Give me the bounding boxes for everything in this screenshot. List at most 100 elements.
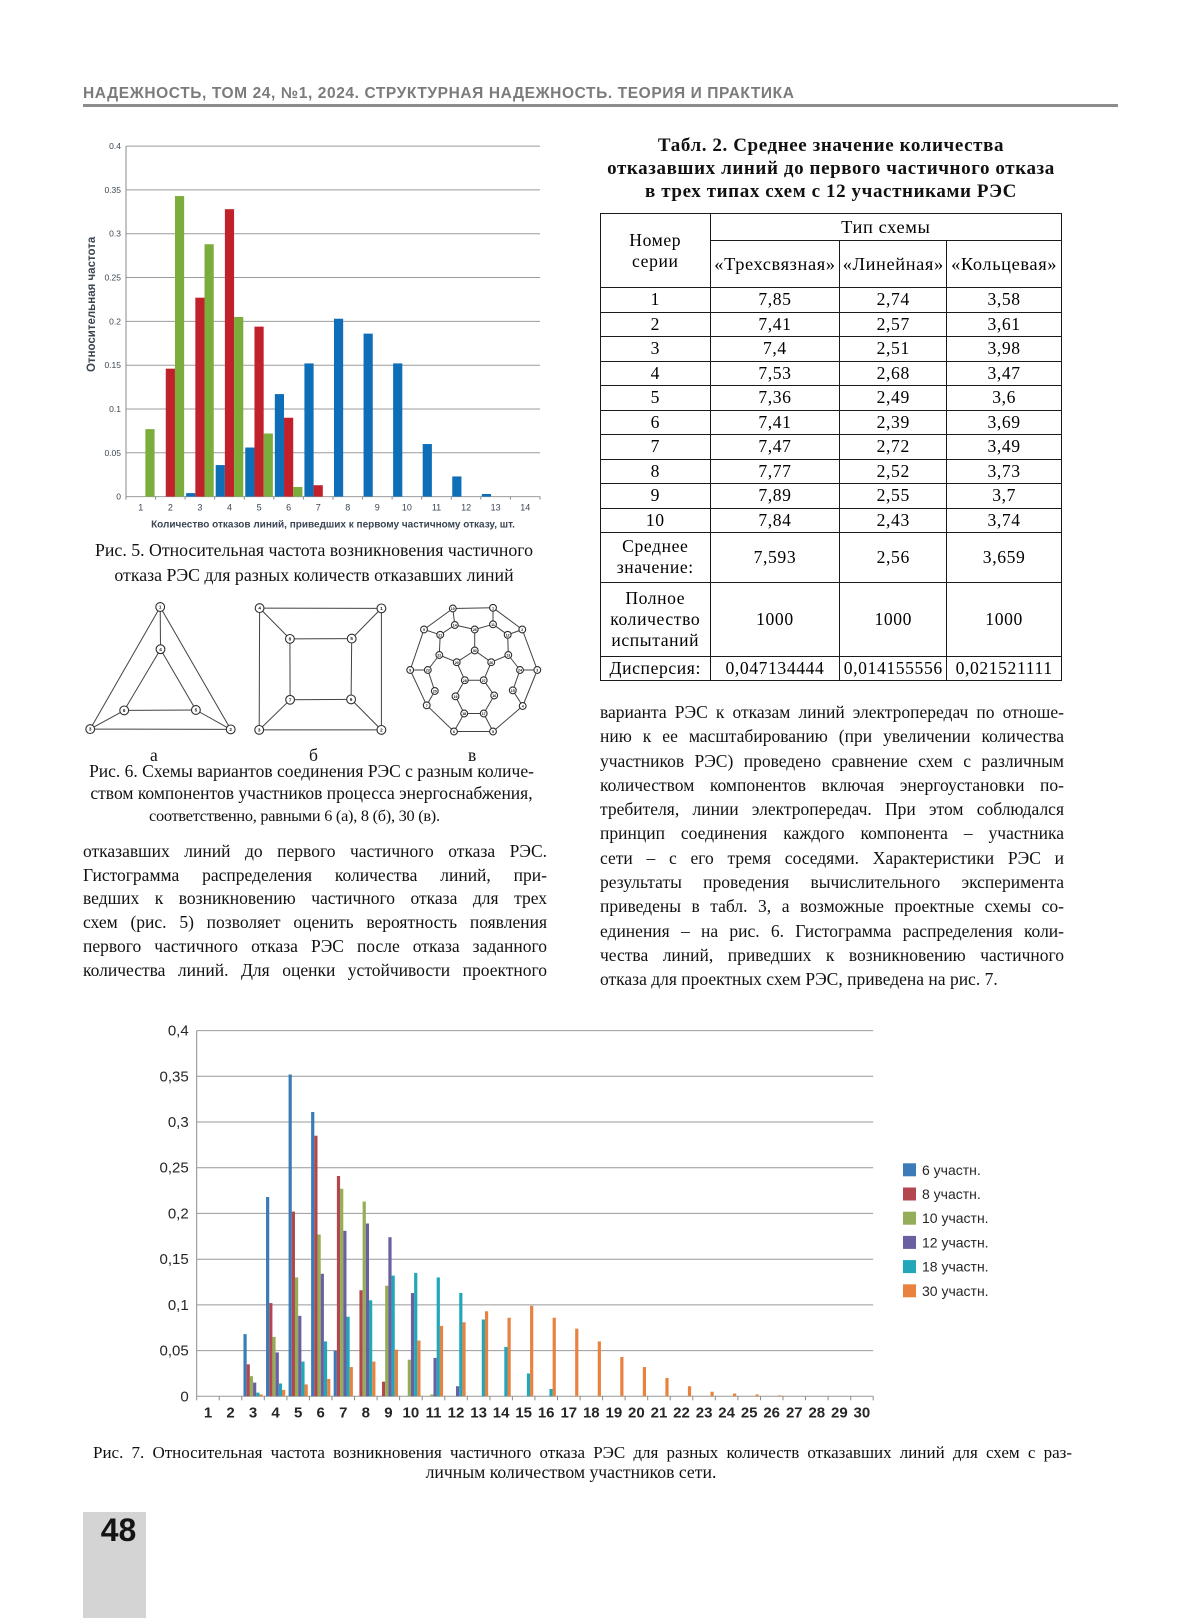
svg-text:1: 1 <box>138 503 143 513</box>
svg-text:30: 30 <box>473 649 477 653</box>
svg-text:0.05: 0.05 <box>104 448 121 458</box>
svg-text:0,15: 0,15 <box>159 1251 188 1268</box>
svg-text:0: 0 <box>180 1388 188 1405</box>
svg-text:12: 12 <box>448 1404 465 1421</box>
svg-text:5: 5 <box>294 1404 302 1421</box>
svg-text:3: 3 <box>536 669 538 673</box>
svg-text:1: 1 <box>159 605 162 610</box>
svg-text:7: 7 <box>426 704 428 708</box>
svg-text:2: 2 <box>226 1404 234 1421</box>
svg-text:14: 14 <box>453 624 457 628</box>
svg-text:30: 30 <box>854 1404 871 1421</box>
svg-text:0.15: 0.15 <box>104 360 121 370</box>
svg-text:7: 7 <box>289 697 292 702</box>
svg-text:7: 7 <box>316 503 321 513</box>
svg-text:14: 14 <box>520 503 530 513</box>
svg-text:23: 23 <box>696 1404 713 1421</box>
svg-text:1: 1 <box>204 1404 212 1421</box>
svg-text:8: 8 <box>409 669 411 673</box>
svg-text:1: 1 <box>380 606 383 611</box>
svg-text:19: 19 <box>606 1404 623 1421</box>
svg-text:2: 2 <box>521 628 523 632</box>
svg-text:4: 4 <box>159 647 162 652</box>
svg-text:5: 5 <box>257 503 262 513</box>
svg-text:9: 9 <box>375 503 380 513</box>
svg-text:4: 4 <box>227 503 232 513</box>
svg-text:8: 8 <box>345 503 350 513</box>
svg-text:0,25: 0,25 <box>159 1160 188 1177</box>
svg-text:13: 13 <box>506 654 510 658</box>
svg-text:18: 18 <box>462 712 466 716</box>
svg-text:17: 17 <box>482 712 486 716</box>
svg-text:0,2: 0,2 <box>168 1205 189 1222</box>
svg-text:0.2: 0.2 <box>109 316 121 326</box>
svg-text:10: 10 <box>402 503 412 513</box>
svg-text:20: 20 <box>433 690 437 694</box>
svg-text:29: 29 <box>831 1404 848 1421</box>
svg-text:0,35: 0,35 <box>159 1068 188 1085</box>
svg-text:1: 1 <box>492 606 494 610</box>
svg-text:Количество отказов линий, прив: Количество отказов линий, приведших к пе… <box>151 520 515 531</box>
svg-text:0.35: 0.35 <box>104 185 121 195</box>
svg-text:8 участн.: 8 участн. <box>922 1186 981 1202</box>
svg-text:5: 5 <box>195 708 198 713</box>
svg-text:9: 9 <box>423 628 425 632</box>
svg-text:11: 11 <box>432 503 441 513</box>
svg-text:25: 25 <box>473 628 477 632</box>
svg-text:4: 4 <box>258 606 261 611</box>
svg-text:6: 6 <box>453 730 455 734</box>
svg-text:4: 4 <box>271 1404 280 1421</box>
svg-text:6: 6 <box>286 503 291 513</box>
svg-text:3: 3 <box>249 1404 257 1421</box>
svg-text:6 участн.: 6 участн. <box>922 1162 981 1178</box>
svg-text:2: 2 <box>229 727 232 732</box>
svg-text:26: 26 <box>489 661 493 665</box>
svg-text:12: 12 <box>506 633 510 637</box>
svg-text:2: 2 <box>380 728 383 733</box>
svg-text:9: 9 <box>384 1404 392 1421</box>
svg-text:3: 3 <box>89 727 92 732</box>
svg-text:0.1: 0.1 <box>109 404 121 414</box>
svg-text:23: 23 <box>426 669 430 673</box>
svg-text:22: 22 <box>437 654 441 658</box>
svg-text:11: 11 <box>491 623 495 627</box>
svg-text:0.3: 0.3 <box>109 229 121 239</box>
svg-text:15: 15 <box>511 689 515 693</box>
svg-text:27: 27 <box>786 1404 803 1421</box>
svg-text:24: 24 <box>718 1404 735 1421</box>
svg-text:6: 6 <box>317 1404 325 1421</box>
svg-text:11: 11 <box>426 1404 442 1421</box>
svg-text:5: 5 <box>492 730 494 734</box>
svg-text:Относительная частота: Относительная частота <box>86 236 98 372</box>
svg-text:0,1: 0,1 <box>168 1297 189 1314</box>
svg-text:7: 7 <box>339 1404 347 1421</box>
svg-text:6: 6 <box>123 708 126 713</box>
svg-text:26: 26 <box>763 1404 780 1421</box>
svg-text:3: 3 <box>197 503 202 513</box>
svg-text:0,3: 0,3 <box>168 1114 189 1131</box>
svg-text:30 участн.: 30 участн. <box>922 1283 989 1299</box>
svg-text:14: 14 <box>493 1404 510 1421</box>
svg-text:0: 0 <box>116 492 121 502</box>
svg-text:19: 19 <box>454 695 458 699</box>
svg-text:3: 3 <box>258 728 261 733</box>
svg-text:29: 29 <box>455 661 459 665</box>
svg-text:10: 10 <box>451 607 455 611</box>
svg-text:0.25: 0.25 <box>104 273 121 283</box>
svg-text:5: 5 <box>350 636 353 641</box>
svg-text:16: 16 <box>538 1404 555 1421</box>
svg-text:10: 10 <box>403 1404 420 1421</box>
svg-text:21: 21 <box>651 1404 668 1421</box>
svg-text:12: 12 <box>461 503 471 513</box>
svg-text:4: 4 <box>522 705 524 709</box>
svg-text:8: 8 <box>289 637 292 642</box>
svg-text:18 участн.: 18 участн. <box>922 1259 989 1275</box>
svg-text:10 участн.: 10 участн. <box>922 1210 989 1226</box>
svg-text:24: 24 <box>518 669 522 673</box>
svg-text:15: 15 <box>515 1404 532 1421</box>
svg-text:13: 13 <box>491 503 501 513</box>
svg-text:20: 20 <box>628 1404 645 1421</box>
svg-text:28: 28 <box>808 1404 825 1421</box>
svg-text:8: 8 <box>362 1404 370 1421</box>
svg-text:25: 25 <box>741 1404 758 1421</box>
